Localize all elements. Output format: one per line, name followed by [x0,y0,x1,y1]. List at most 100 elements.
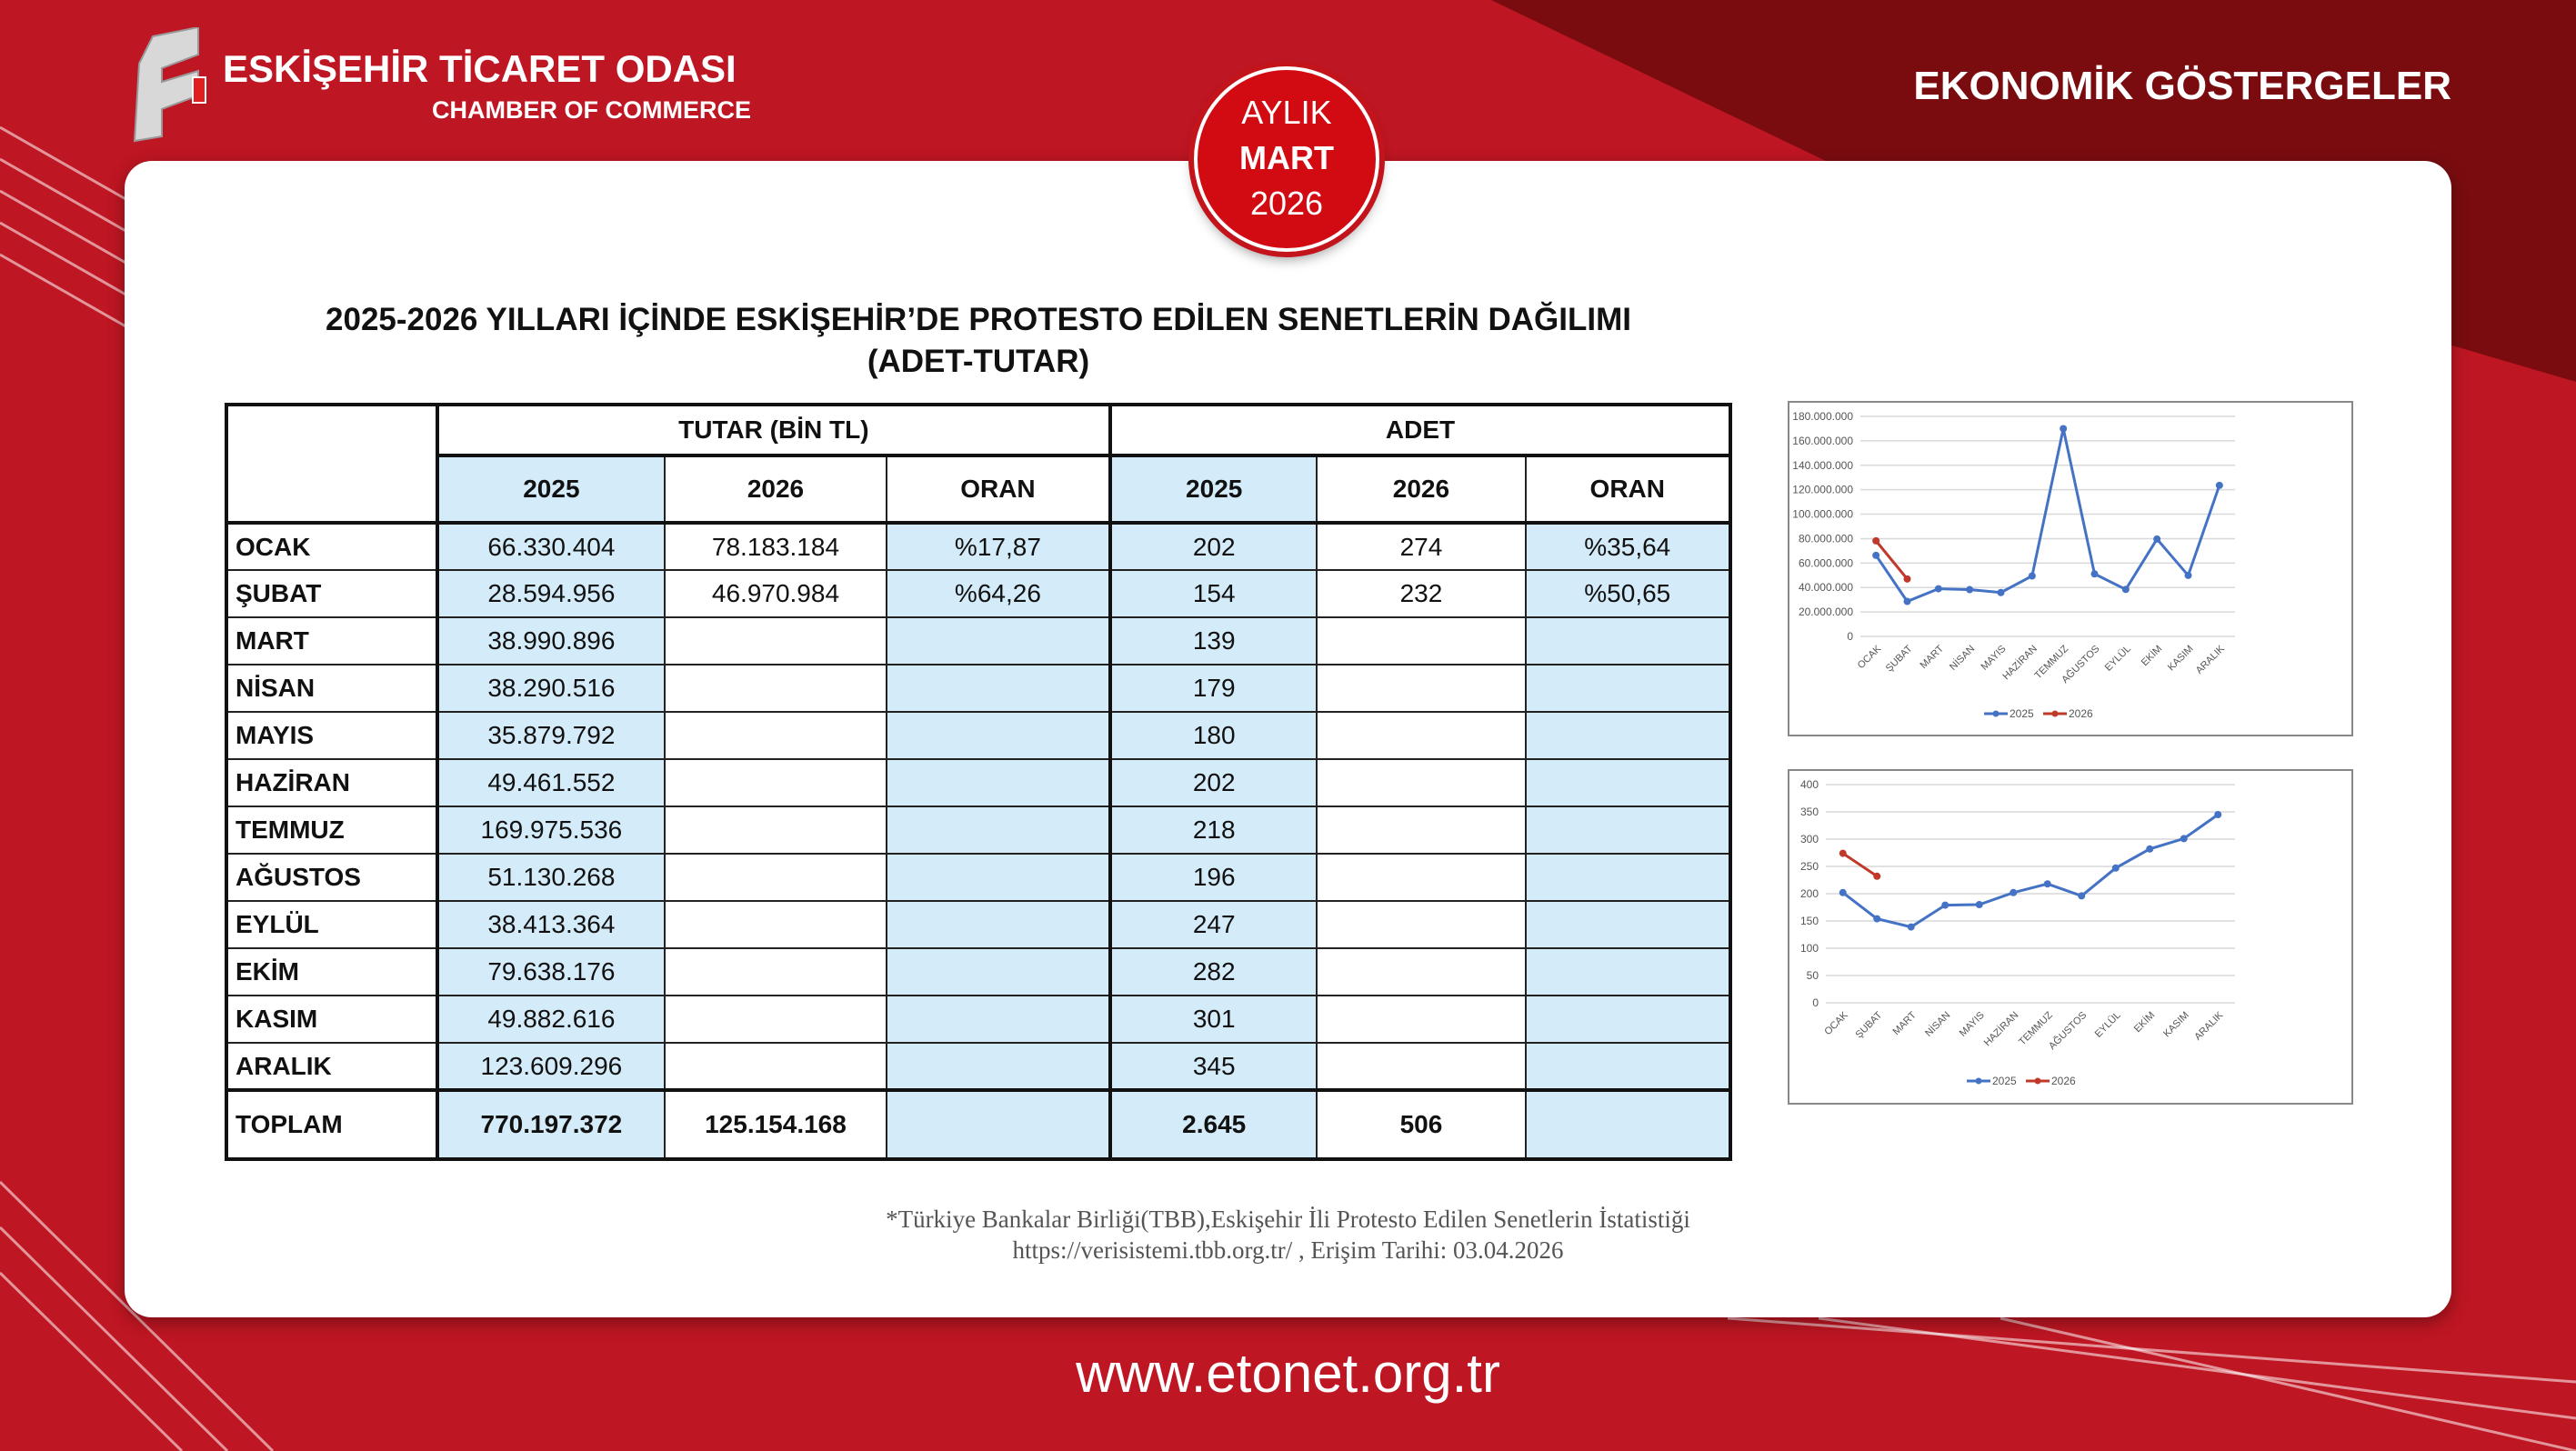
value-cell [1316,711,1527,760]
value-cell: %64,26 [885,569,1113,618]
table-row: EYLÜL 38.413.364 247 [226,900,1732,949]
value-cell [1316,947,1527,996]
report-title: 2025-2026 YILLARI İÇİNDE ESKİŞEHİR’DE PR… [326,302,1631,337]
value-cell: %35,64 [1524,522,1732,571]
month-cell: MAYIS [226,711,439,760]
value-cell: 247 [1109,900,1318,949]
data-point [2028,572,2036,580]
section-title: EKONOMİK GÖSTERGELER [1913,64,2451,108]
value-cell: 2.645 [1109,1088,1318,1160]
value-cell [664,947,887,996]
value-cell: 38.413.364 [436,900,667,949]
value-cell [1316,853,1527,902]
series-line-2025 [1841,813,2220,929]
value-cell: 169.975.536 [436,806,667,855]
data-point [2078,892,2086,900]
table-row: NİSAN 38.290.516 179 [226,664,1732,713]
value-cell [1316,664,1527,713]
value-cell: 180 [1109,711,1318,760]
table-row: EKİM 79.638.176 282 [226,947,1732,996]
data-point [1903,597,1911,605]
table-row: ŞUBAT 28.594.956 46.970.984 %64,26 154 232 %50… [226,569,1732,618]
y-tick-label: 0 [1812,996,1819,1009]
value-cell [664,711,887,760]
x-tick-label: HAZİRAN [2000,643,2040,682]
y-tick-label: 200 [1800,887,1819,900]
y-tick-label: 160.000.000 [1792,435,1853,447]
legend-marker [1992,710,2000,717]
y-tick-label: 40.000.000 [1799,581,1853,594]
value-cell [1524,1088,1732,1160]
value-cell: 218 [1109,806,1318,855]
value-cell [664,1042,887,1091]
value-cell: 51.130.268 [436,853,667,902]
value-cell [664,853,887,902]
data-point [1903,575,1911,583]
value-cell [885,806,1113,855]
month-cell: NİSAN [226,664,439,713]
month-cell: AĞUSTOS [226,853,439,902]
value-cell [664,806,887,855]
month-cell: MART [226,616,439,665]
value-cell: 139 [1109,616,1318,665]
value-cell [664,900,887,949]
value-cell: 38.290.516 [436,664,667,713]
month-cell: OCAK [226,522,439,571]
source-url[interactable]: https://verisistemi.tbb.org.tr/ , Erişim… [1012,1236,1564,1264]
x-tick-label: NİSAN [1922,1009,1952,1039]
value-cell [885,853,1113,902]
data-point [2146,845,2154,853]
period-badge: AYLIK MART 2026 [1194,66,1379,252]
x-tick-label: OCAK [1856,643,1884,671]
value-cell [885,616,1113,665]
value-cell: 282 [1109,947,1318,996]
x-tick-label: EYLÜL [2103,644,2133,674]
eto-logo-icon [133,27,206,143]
data-point [2010,888,2018,896]
col-header: 2025 [1109,455,1318,525]
x-tick-label: EKİM [2131,1009,2157,1035]
x-tick-label: KASIM [2166,644,2196,674]
month-cell: TOPLAM [226,1088,439,1160]
y-tick-label: 100.000.000 [1792,508,1853,521]
x-tick-label: KASIM [2161,1010,2191,1040]
month-cell: ARALIK [226,1042,439,1091]
legend-marker [2034,1077,2041,1085]
y-tick-label: 140.000.000 [1792,459,1853,472]
legend-label: 2026 [2069,707,2093,720]
series-line-2025 [1874,428,2221,604]
x-tick-label: ARALIK [2192,1009,2226,1043]
x-tick-label: MAYIS [1958,1010,1987,1039]
y-tick-label: 350 [1800,806,1819,818]
x-tick-label: EYLÜL [2093,1010,2123,1040]
website-link[interactable]: www.etonet.org.tr [1076,1343,1500,1404]
data-point [2111,864,2120,872]
y-tick-label: 180.000.000 [1792,410,1853,423]
legend-marker [2051,710,2059,717]
tutar-chart: 0 20.000.000 40.000.000 60.000.000 80.000.00… [1788,401,2353,736]
data-point [2214,811,2222,818]
value-cell [1316,806,1527,855]
value-cell: 79.638.176 [436,947,667,996]
value-cell [885,947,1113,996]
protest-table: TUTAR (BİN TL) ADET 2025 2026 ORAN 2025 … [225,403,1732,1161]
value-cell [1524,664,1732,713]
value-cell: 78.183.184 [664,522,887,571]
data-point [1839,849,1847,857]
value-cell [885,1088,1113,1160]
group-header-tutar: TUTAR (BİN TL) [436,404,1113,457]
value-cell [1524,947,1732,996]
month-cell: EKİM [226,947,439,996]
value-cell [1316,900,1527,949]
org-subtitle: CHAMBER OF COMMERCE [432,96,751,124]
series-line-2026 [1841,852,1879,878]
y-tick-label: 300 [1800,833,1819,846]
data-point [1966,585,1974,594]
data-point [2060,425,2068,433]
org-name: ESKİŞEHİR TİCARET ODASI [223,47,737,90]
x-tick-label: EKİM [2139,643,2164,668]
month-cell: EYLÜL [226,900,439,949]
data-point [1934,585,1942,593]
value-cell [885,664,1113,713]
value-cell [1316,1042,1527,1091]
